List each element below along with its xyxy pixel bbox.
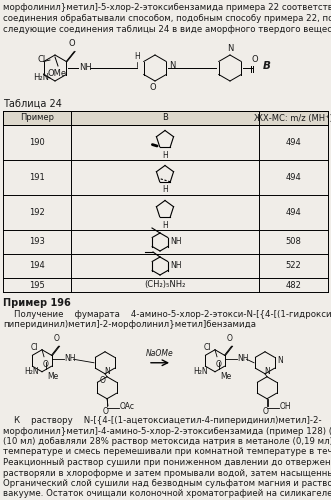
Text: H: H bbox=[162, 186, 168, 194]
Text: NH: NH bbox=[65, 354, 76, 363]
Text: N: N bbox=[264, 367, 270, 376]
Text: B: B bbox=[263, 61, 271, 71]
Text: Cl: Cl bbox=[204, 344, 211, 352]
Text: N: N bbox=[169, 62, 175, 70]
Text: N: N bbox=[227, 44, 233, 53]
Text: К    раствору    N-[{4-[(1-ацетоксиацетил-4-пиперидинил)метил]-2-: К раствору N-[{4-[(1-ацетоксиацетил-4-пи… bbox=[3, 416, 322, 425]
Text: 194: 194 bbox=[29, 262, 45, 270]
Text: OMe: OMe bbox=[47, 69, 67, 78]
Text: NH: NH bbox=[170, 238, 181, 246]
Text: 195: 195 bbox=[29, 280, 45, 289]
Text: 191: 191 bbox=[29, 173, 45, 182]
Text: температуре и смесь перемешивали при комнатной температуре в течение 3 часов.: температуре и смесь перемешивали при ком… bbox=[3, 448, 331, 456]
Text: OH: OH bbox=[280, 402, 292, 411]
Text: O: O bbox=[263, 407, 269, 416]
Text: Me: Me bbox=[47, 372, 58, 381]
Text: Реакционный раствор сушили при пониженном давлении до отвержения. Остаток: Реакционный раствор сушили при пониженно… bbox=[3, 458, 331, 467]
Text: NH: NH bbox=[79, 62, 92, 72]
Text: морфолинил}метил]-5-хлор-2-этоксибензамида примера 22 соответствующие исходные: морфолинил}метил]-5-хлор-2-этоксибензами… bbox=[3, 3, 331, 12]
Bar bbox=[2, 333, 329, 411]
Text: 192: 192 bbox=[29, 208, 45, 217]
Text: H: H bbox=[162, 220, 168, 230]
Text: 190: 190 bbox=[29, 138, 45, 147]
Text: вакууме. Остаток очищали колоночной хроматографией на силикагеле (элюент:: вакууме. Остаток очищали колоночной хром… bbox=[3, 490, 331, 498]
Text: Получение    фумарата    4-амино-5-хлор-2-этокси-N-[{4-[(1-гидроксиацетил-4-: Получение фумарата 4-амино-5-хлор-2-эток… bbox=[3, 310, 331, 319]
Text: O: O bbox=[43, 360, 49, 369]
Text: H: H bbox=[134, 52, 140, 61]
Text: O: O bbox=[150, 83, 156, 92]
Text: следующие соединения таблицы 24 в виде аморфного твердого вещества.: следующие соединения таблицы 24 в виде а… bbox=[3, 25, 331, 34]
Text: O: O bbox=[54, 334, 60, 344]
Text: O: O bbox=[216, 360, 222, 369]
Text: (CH₂)₅NH₂: (CH₂)₅NH₂ bbox=[144, 280, 186, 289]
Text: N: N bbox=[104, 367, 110, 376]
Text: Органический слой сушили над безводным сульфатом магния и растворитель удаляли в: Органический слой сушили над безводным с… bbox=[3, 479, 331, 488]
Text: 494: 494 bbox=[286, 208, 301, 217]
Text: OAc: OAc bbox=[120, 402, 135, 411]
Text: пиперидинил)метил]-2-морфолинил}метил]бензамида: пиперидинил)метил]-2-морфолинил}метил]бе… bbox=[3, 320, 256, 329]
Text: Пример: Пример bbox=[20, 114, 54, 122]
Text: ЖХ-МС: m/z (МН⁺): ЖХ-МС: m/z (МН⁺) bbox=[254, 114, 331, 122]
Text: растворяли в хлороформе и затем промывали водой, затем насыщенным раствором соли: растворяли в хлороформе и затем промывал… bbox=[3, 468, 331, 477]
Text: O: O bbox=[103, 407, 109, 416]
Text: Me: Me bbox=[220, 372, 231, 381]
Text: O: O bbox=[69, 40, 75, 48]
Text: H₂N: H₂N bbox=[194, 368, 208, 376]
Text: N: N bbox=[277, 356, 283, 366]
Text: NH: NH bbox=[170, 262, 181, 270]
Text: O: O bbox=[100, 376, 106, 385]
Text: B: B bbox=[162, 114, 168, 122]
Text: O: O bbox=[227, 334, 232, 344]
Text: NH: NH bbox=[238, 354, 249, 363]
Text: соединения обрабатывали способом, подобным способу примера 22, получая при этом: соединения обрабатывали способом, подобн… bbox=[3, 14, 331, 23]
Text: H₂N: H₂N bbox=[33, 74, 49, 82]
Text: NaOMe: NaOMe bbox=[146, 349, 174, 358]
Text: O: O bbox=[251, 55, 258, 64]
Text: (10 мл) добавляли 28% раствор метоксида натрия в метаноле (0,19 мл) при комнатно: (10 мл) добавляли 28% раствор метоксида … bbox=[3, 437, 331, 446]
Text: 482: 482 bbox=[286, 280, 302, 289]
Text: 494: 494 bbox=[286, 173, 301, 182]
Text: 494: 494 bbox=[286, 138, 301, 147]
Text: H₂N: H₂N bbox=[24, 368, 39, 376]
Text: морфолинил}метил]-4-амино-5-хлор-2-этоксибензамида (пример 128) (1,0 г) в метано: морфолинил}метил]-4-амино-5-хлор-2-этокс… bbox=[3, 426, 331, 436]
Text: Cl: Cl bbox=[38, 56, 46, 64]
Text: 193: 193 bbox=[29, 238, 45, 246]
Text: Таблица 24: Таблица 24 bbox=[3, 99, 62, 109]
Text: Cl: Cl bbox=[30, 344, 38, 352]
Text: 522: 522 bbox=[286, 262, 301, 270]
Text: H: H bbox=[162, 150, 168, 160]
Text: 508: 508 bbox=[286, 238, 302, 246]
Text: Пример 196: Пример 196 bbox=[3, 298, 71, 308]
Bar bbox=[3, 111, 328, 125]
